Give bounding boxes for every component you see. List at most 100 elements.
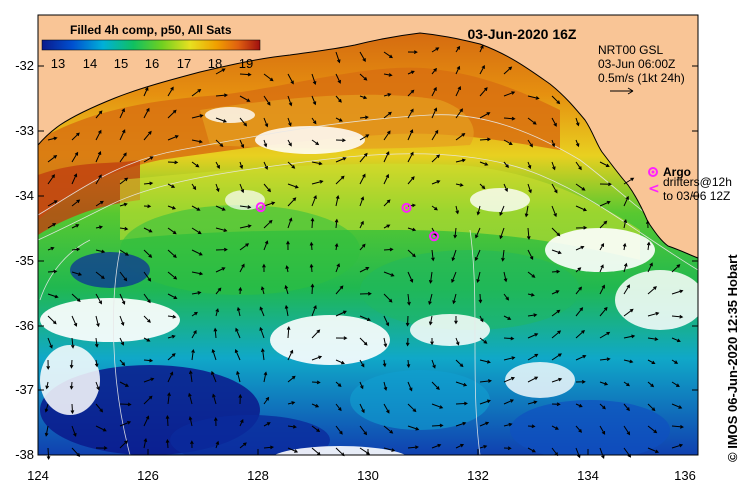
current-arrow xyxy=(428,271,433,284)
current-arrow xyxy=(575,161,582,171)
current-arrow xyxy=(310,217,315,229)
current-arrow xyxy=(95,151,102,163)
current-arrow xyxy=(527,353,539,361)
current-arrow xyxy=(503,139,513,145)
current-arrow xyxy=(647,425,658,434)
current-arrow xyxy=(428,315,433,326)
current-arrow xyxy=(335,310,347,317)
current-arrow xyxy=(527,292,535,297)
current-arrow xyxy=(70,337,75,349)
current-arrow xyxy=(335,285,344,295)
current-arrow xyxy=(527,447,536,453)
current-arrow xyxy=(623,359,634,364)
current-arrow xyxy=(263,445,274,450)
current-arrow xyxy=(71,271,83,276)
current-arrow xyxy=(167,109,177,119)
current-arrow xyxy=(647,262,653,273)
current-arrow xyxy=(191,227,202,235)
current-arrow xyxy=(475,227,481,239)
lon-tick-label: 136 xyxy=(674,468,696,483)
current-arrow xyxy=(263,95,271,106)
current-arrow xyxy=(260,348,265,361)
current-arrow xyxy=(359,403,365,414)
current-arrow xyxy=(311,380,321,385)
current-arrow xyxy=(455,337,460,346)
current-arrow xyxy=(503,271,508,283)
current-arrow xyxy=(359,51,366,63)
current-arrow xyxy=(95,110,103,119)
current-arrow xyxy=(503,116,516,121)
current-arrow xyxy=(671,381,680,387)
current-arrow xyxy=(234,348,241,361)
current-arrow xyxy=(474,249,481,262)
current-arrow xyxy=(213,327,218,339)
current-arrow xyxy=(119,152,127,163)
current-arrow xyxy=(239,419,244,427)
current-arrow xyxy=(359,196,365,207)
current-arrow xyxy=(623,403,630,412)
current-source-label: NRT00 GSL xyxy=(598,43,663,57)
current-arrow xyxy=(263,161,268,170)
current-arrow xyxy=(551,205,557,218)
current-vectors xyxy=(44,44,684,460)
current-scale-label: 0.5m/s (1kt 24h) xyxy=(598,71,685,85)
current-arrow xyxy=(551,227,561,237)
current-arrow xyxy=(527,183,532,194)
current-arrow xyxy=(167,135,179,141)
current-arrow xyxy=(479,64,485,75)
current-arrow xyxy=(575,267,582,273)
current-arrow xyxy=(191,205,201,211)
lat-tick-label: -38 xyxy=(15,447,34,462)
current-arrow xyxy=(359,134,370,141)
current-arrow xyxy=(551,353,562,361)
current-arrow xyxy=(309,263,314,273)
current-arrow xyxy=(71,293,81,303)
current-arrow xyxy=(527,117,537,125)
current-arrow xyxy=(71,247,81,252)
argo-float-marker xyxy=(401,202,412,213)
argo-floats xyxy=(255,202,439,242)
current-arrow xyxy=(431,205,438,211)
current-arrow xyxy=(647,403,656,412)
current-arrow xyxy=(119,271,128,282)
current-arrow xyxy=(215,183,220,193)
current-arrow xyxy=(383,315,390,327)
current-arrow xyxy=(95,403,104,413)
current-arrow xyxy=(167,293,178,300)
current-arrow xyxy=(215,267,226,273)
current-arrow xyxy=(575,245,585,251)
current-arrow xyxy=(167,271,178,280)
map-timestamp: 03-Jun-2020 16Z xyxy=(468,26,577,42)
current-arrow xyxy=(431,67,437,75)
scale-arrow-icon xyxy=(610,87,634,95)
current-arrow xyxy=(167,86,174,97)
current-arrow xyxy=(551,402,561,407)
current-arrow xyxy=(167,392,171,405)
current-arrow xyxy=(143,377,155,383)
lon-tick-label: 128 xyxy=(247,468,269,483)
current-arrow xyxy=(191,139,203,144)
current-arrow xyxy=(479,337,488,344)
current-arrow xyxy=(499,227,505,240)
current-arrow xyxy=(455,86,462,97)
current-arrow xyxy=(119,359,126,366)
current-arrow xyxy=(71,425,77,437)
current-arrow xyxy=(190,440,194,449)
current-arrow xyxy=(45,381,49,390)
longitude-labels: 124 126 128 130 132 134 136 xyxy=(27,468,696,483)
current-arrow xyxy=(335,73,341,84)
current-arrow xyxy=(623,381,630,387)
current-arrow xyxy=(311,95,317,106)
current-arrow xyxy=(359,267,370,273)
current-arrow xyxy=(167,183,176,188)
current-arrow xyxy=(311,73,317,86)
current-arrow xyxy=(119,108,125,119)
current-arrow xyxy=(551,377,563,383)
current-arrow xyxy=(646,241,651,251)
current-arrow xyxy=(575,379,586,384)
current-arrow xyxy=(479,112,491,119)
current-arrow xyxy=(311,329,321,339)
current-arrow xyxy=(335,359,345,365)
current-arrow xyxy=(287,183,299,189)
current-arrow xyxy=(575,139,580,148)
